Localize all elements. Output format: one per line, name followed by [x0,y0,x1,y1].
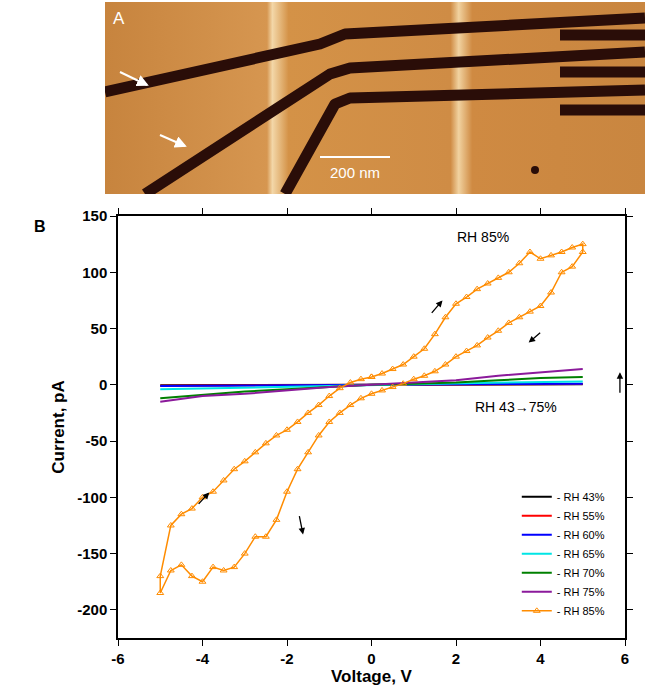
svg-text:-150: -150 [77,545,107,562]
svg-text:-100: -100 [77,489,107,506]
svg-text:RH 85%: RH 85% [457,229,509,245]
svg-text:-4: -4 [196,650,210,667]
svg-text:4: 4 [536,650,545,667]
svg-text:- RH 65%: - RH 65% [557,548,605,560]
svg-text:- RH 43%: - RH 43% [557,491,605,503]
svg-text:-50: -50 [86,432,108,449]
svg-text:2: 2 [452,650,460,667]
svg-text:- RH 75%: - RH 75% [557,586,605,598]
svg-text:- RH 85%: - RH 85% [557,605,605,617]
svg-text:- RH 60%: - RH 60% [557,529,605,541]
svg-text:-200: -200 [77,601,107,618]
svg-text:-6: -6 [111,650,124,667]
svg-text:Current, pA: Current, pA [49,380,68,474]
svg-text:-2: -2 [280,650,293,667]
svg-text:0: 0 [367,650,375,667]
svg-text:50: 50 [91,320,108,337]
svg-text:- RH 70%: - RH 70% [557,567,605,579]
svg-text:Voltage, V: Voltage, V [331,667,413,686]
svg-text:200 nm: 200 nm [330,164,380,181]
svg-text:150: 150 [82,207,107,224]
svg-text:0: 0 [99,376,107,393]
svg-text:A: A [113,9,125,28]
svg-text:B: B [34,218,46,235]
svg-text:100: 100 [82,264,107,281]
svg-text:6: 6 [621,650,629,667]
svg-text:- RH 55%: - RH 55% [557,510,605,522]
svg-text:RH 43→75%: RH 43→75% [475,399,557,415]
